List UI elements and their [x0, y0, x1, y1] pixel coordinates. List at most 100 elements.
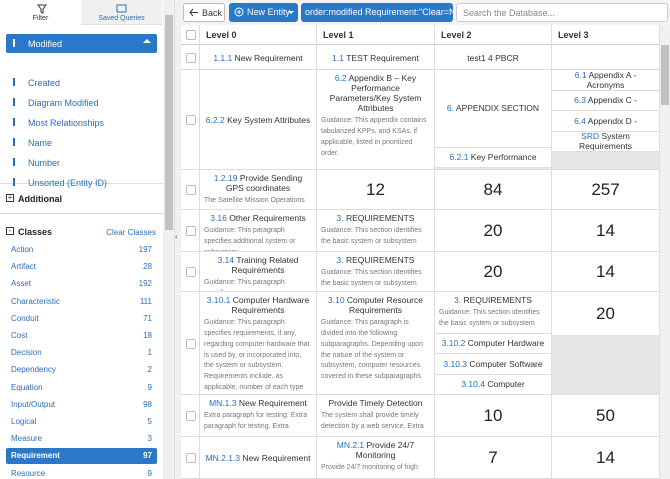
clear-classes[interactable]: Clear Classes — [106, 228, 156, 237]
additional-header[interactable]: Additional — [18, 194, 62, 204]
sort-option[interactable]: Diagram Modified — [28, 98, 99, 108]
scroll-thumb[interactable] — [165, 15, 173, 230]
entity-number[interactable]: 6.3 — [574, 95, 586, 106]
entity-number[interactable]: 3.10.4 — [461, 379, 485, 390]
class-item[interactable]: Logical 5 — [11, 417, 152, 426]
entity[interactable]: test1 4 PBCR — [435, 45, 551, 69]
entity[interactable]: 3.14 Training Related Requirements Guidan… — [200, 252, 316, 291]
entity[interactable]: 6. APPENDIX SECTION — [435, 70, 551, 148]
expand-icon[interactable]: + — [6, 193, 14, 202]
entity-number[interactable]: 1.1 — [332, 52, 344, 63]
entity[interactable]: 6.2.1 Key Performance — [435, 148, 551, 168]
class-item[interactable]: Asset 192 — [11, 279, 152, 289]
class-item[interactable]: Characteristic 111 — [11, 296, 152, 306]
entity-number[interactable]: 6.1 — [574, 70, 587, 80]
checkbox[interactable] — [186, 115, 196, 125]
entity-number[interactable]: MN.1.3 — [209, 398, 237, 408]
class-item[interactable]: Equation 9 — [11, 382, 152, 392]
checkbox[interactable] — [186, 411, 196, 421]
sort-option[interactable]: Most Relationships — [28, 118, 105, 128]
column-header[interactable]: Level 2 — [435, 25, 552, 45]
sort-option[interactable]: Number — [28, 158, 61, 168]
class-item[interactable]: Decision 1 — [11, 348, 152, 358]
new-entity-button[interactable]: New Entity — [229, 3, 298, 22]
entity-number[interactable]: MN.2.1 — [336, 440, 365, 450]
entity-number[interactable]: 6.2.2 — [205, 115, 225, 125]
column-header[interactable]: Level 0 — [200, 25, 317, 45]
class-item[interactable]: Dependency 2 — [11, 365, 152, 375]
entity[interactable]: MN.2.1 Provide 24/7 Monitoring Provide 24… — [317, 437, 434, 478]
checkbox[interactable] — [186, 453, 196, 463]
entity-number[interactable]: MN.2.1.3 — [205, 453, 241, 463]
entity-number[interactable]: 3.10.2 — [441, 338, 466, 349]
class-item[interactable]: Requirement 97 — [6, 448, 157, 465]
collapse-handle[interactable]: ‹ — [175, 0, 181, 479]
entity-number[interactable]: 3. — [454, 295, 462, 305]
entity[interactable]: Provide Timely Detection The system shall… — [317, 395, 434, 436]
entity-number[interactable]: 3. — [336, 213, 344, 223]
query-pill[interactable]: order:modified Requirement:"Clear=No" — [301, 3, 453, 22]
checkbox[interactable] — [186, 52, 196, 63]
scrollbar[interactable] — [163, 0, 174, 479]
back-button[interactable]: Back — [183, 3, 225, 22]
entity[interactable]: 1.1 TEST Requirement — [317, 45, 434, 69]
class-item[interactable]: Resource 9 — [11, 468, 152, 478]
entity-number[interactable]: 6.2 — [334, 73, 347, 83]
entity-number[interactable]: 3.10.1 — [206, 295, 231, 305]
sort-option[interactable]: Created — [28, 78, 61, 88]
entity[interactable]: 3.16 Other Requirements Guidance: This pa… — [200, 210, 316, 251]
entity[interactable]: 6.1 Appendix A - Acronyms — [552, 70, 659, 91]
entity-number[interactable]: 3.14 — [217, 255, 235, 265]
entity[interactable]: 3. REQUIREMENTS Guidance: This section id… — [317, 210, 434, 251]
checkbox[interactable] — [186, 338, 196, 349]
classes-header[interactable]: Classes — [18, 227, 53, 237]
entity[interactable]: 6.2.2 Key System Attributes — [200, 70, 316, 169]
class-item[interactable]: Input/Output 98 — [11, 399, 152, 409]
collapse-icon[interactable]: - — [6, 227, 14, 235]
entity[interactable]: 3.10.2 Computer Hardware — [435, 334, 551, 354]
class-item[interactable]: Measure 3 — [11, 434, 152, 444]
entity[interactable]: SRD System Requirements — [552, 131, 659, 152]
entity-number[interactable]: 6.4 — [574, 115, 586, 126]
entity-number[interactable]: 3.16 — [210, 213, 227, 223]
saved-queries-tab[interactable]: Saved Queries — [81, 0, 162, 25]
entity[interactable]: MN.1.3 New Requirement Extra paragraph fo… — [200, 395, 316, 436]
scroll-thumb[interactable] — [661, 45, 669, 105]
sort-option[interactable]: Unsorted (Entity ID) — [28, 178, 108, 188]
entity[interactable]: MN.2.1.3 New Requirement — [200, 437, 316, 478]
entity-number[interactable]: SRD — [581, 131, 600, 142]
entity-number[interactable]: 3.10 — [328, 295, 345, 305]
filter-tab[interactable]: Filter — [0, 0, 81, 25]
column-header[interactable]: Level 1 — [317, 25, 435, 45]
entity[interactable]: 3.10.3 Computer Software — [435, 354, 551, 375]
entity[interactable]: 3.10.4 Computer — [435, 375, 551, 395]
entity[interactable]: 3.10.1 Computer Hardware Requirements Gui… — [200, 292, 316, 394]
sort-option[interactable]: Name — [28, 138, 53, 148]
checkbox[interactable] — [186, 226, 196, 236]
entity[interactable]: 3.10 Computer Resource Requirements Guida… — [317, 292, 434, 394]
entity-number[interactable]: 6. — [446, 103, 455, 114]
entity[interactable]: 1.1.1 New Requirement — [200, 45, 316, 69]
entity[interactable]: 6.4 Appendix D - — [552, 111, 659, 132]
entity-number[interactable]: 3. — [336, 255, 344, 265]
checkbox[interactable] — [186, 185, 196, 195]
checkbox[interactable] — [186, 30, 196, 40]
class-item[interactable]: Cost 18 — [11, 331, 152, 340]
search-input[interactable]: Search the Database... — [456, 3, 668, 22]
class-item[interactable]: Conduit 71 — [11, 313, 152, 323]
entity[interactable]: 1.2.19 Provide Sending GPS coordinates Th… — [200, 170, 316, 209]
entity-number[interactable]: 1.2.19 — [213, 173, 238, 183]
checkbox[interactable] — [186, 267, 196, 277]
column-header[interactable]: Level 3 — [552, 25, 660, 45]
entity[interactable]: 3. REQUIREMENTS Guidance: This section id… — [435, 292, 551, 334]
sort-option[interactable]: Modified — [6, 34, 157, 53]
class-item[interactable]: Action 197 — [11, 245, 152, 254]
entity[interactable]: 6.2 Appendix B – Key Performance Paramet… — [317, 70, 434, 169]
entity-number[interactable]: 3.10.3 — [443, 358, 468, 369]
entity[interactable]: 6.3 Appendix C - — [552, 91, 659, 111]
scrollbar[interactable] — [660, 25, 670, 479]
entity-number[interactable]: 1.1.1 — [213, 52, 233, 63]
entity-number[interactable]: 6.2.1 — [449, 152, 469, 163]
entity[interactable]: 3. REQUIREMENTS Guidance: This section id… — [317, 252, 434, 291]
class-item[interactable]: Artifact 28 — [11, 262, 152, 272]
